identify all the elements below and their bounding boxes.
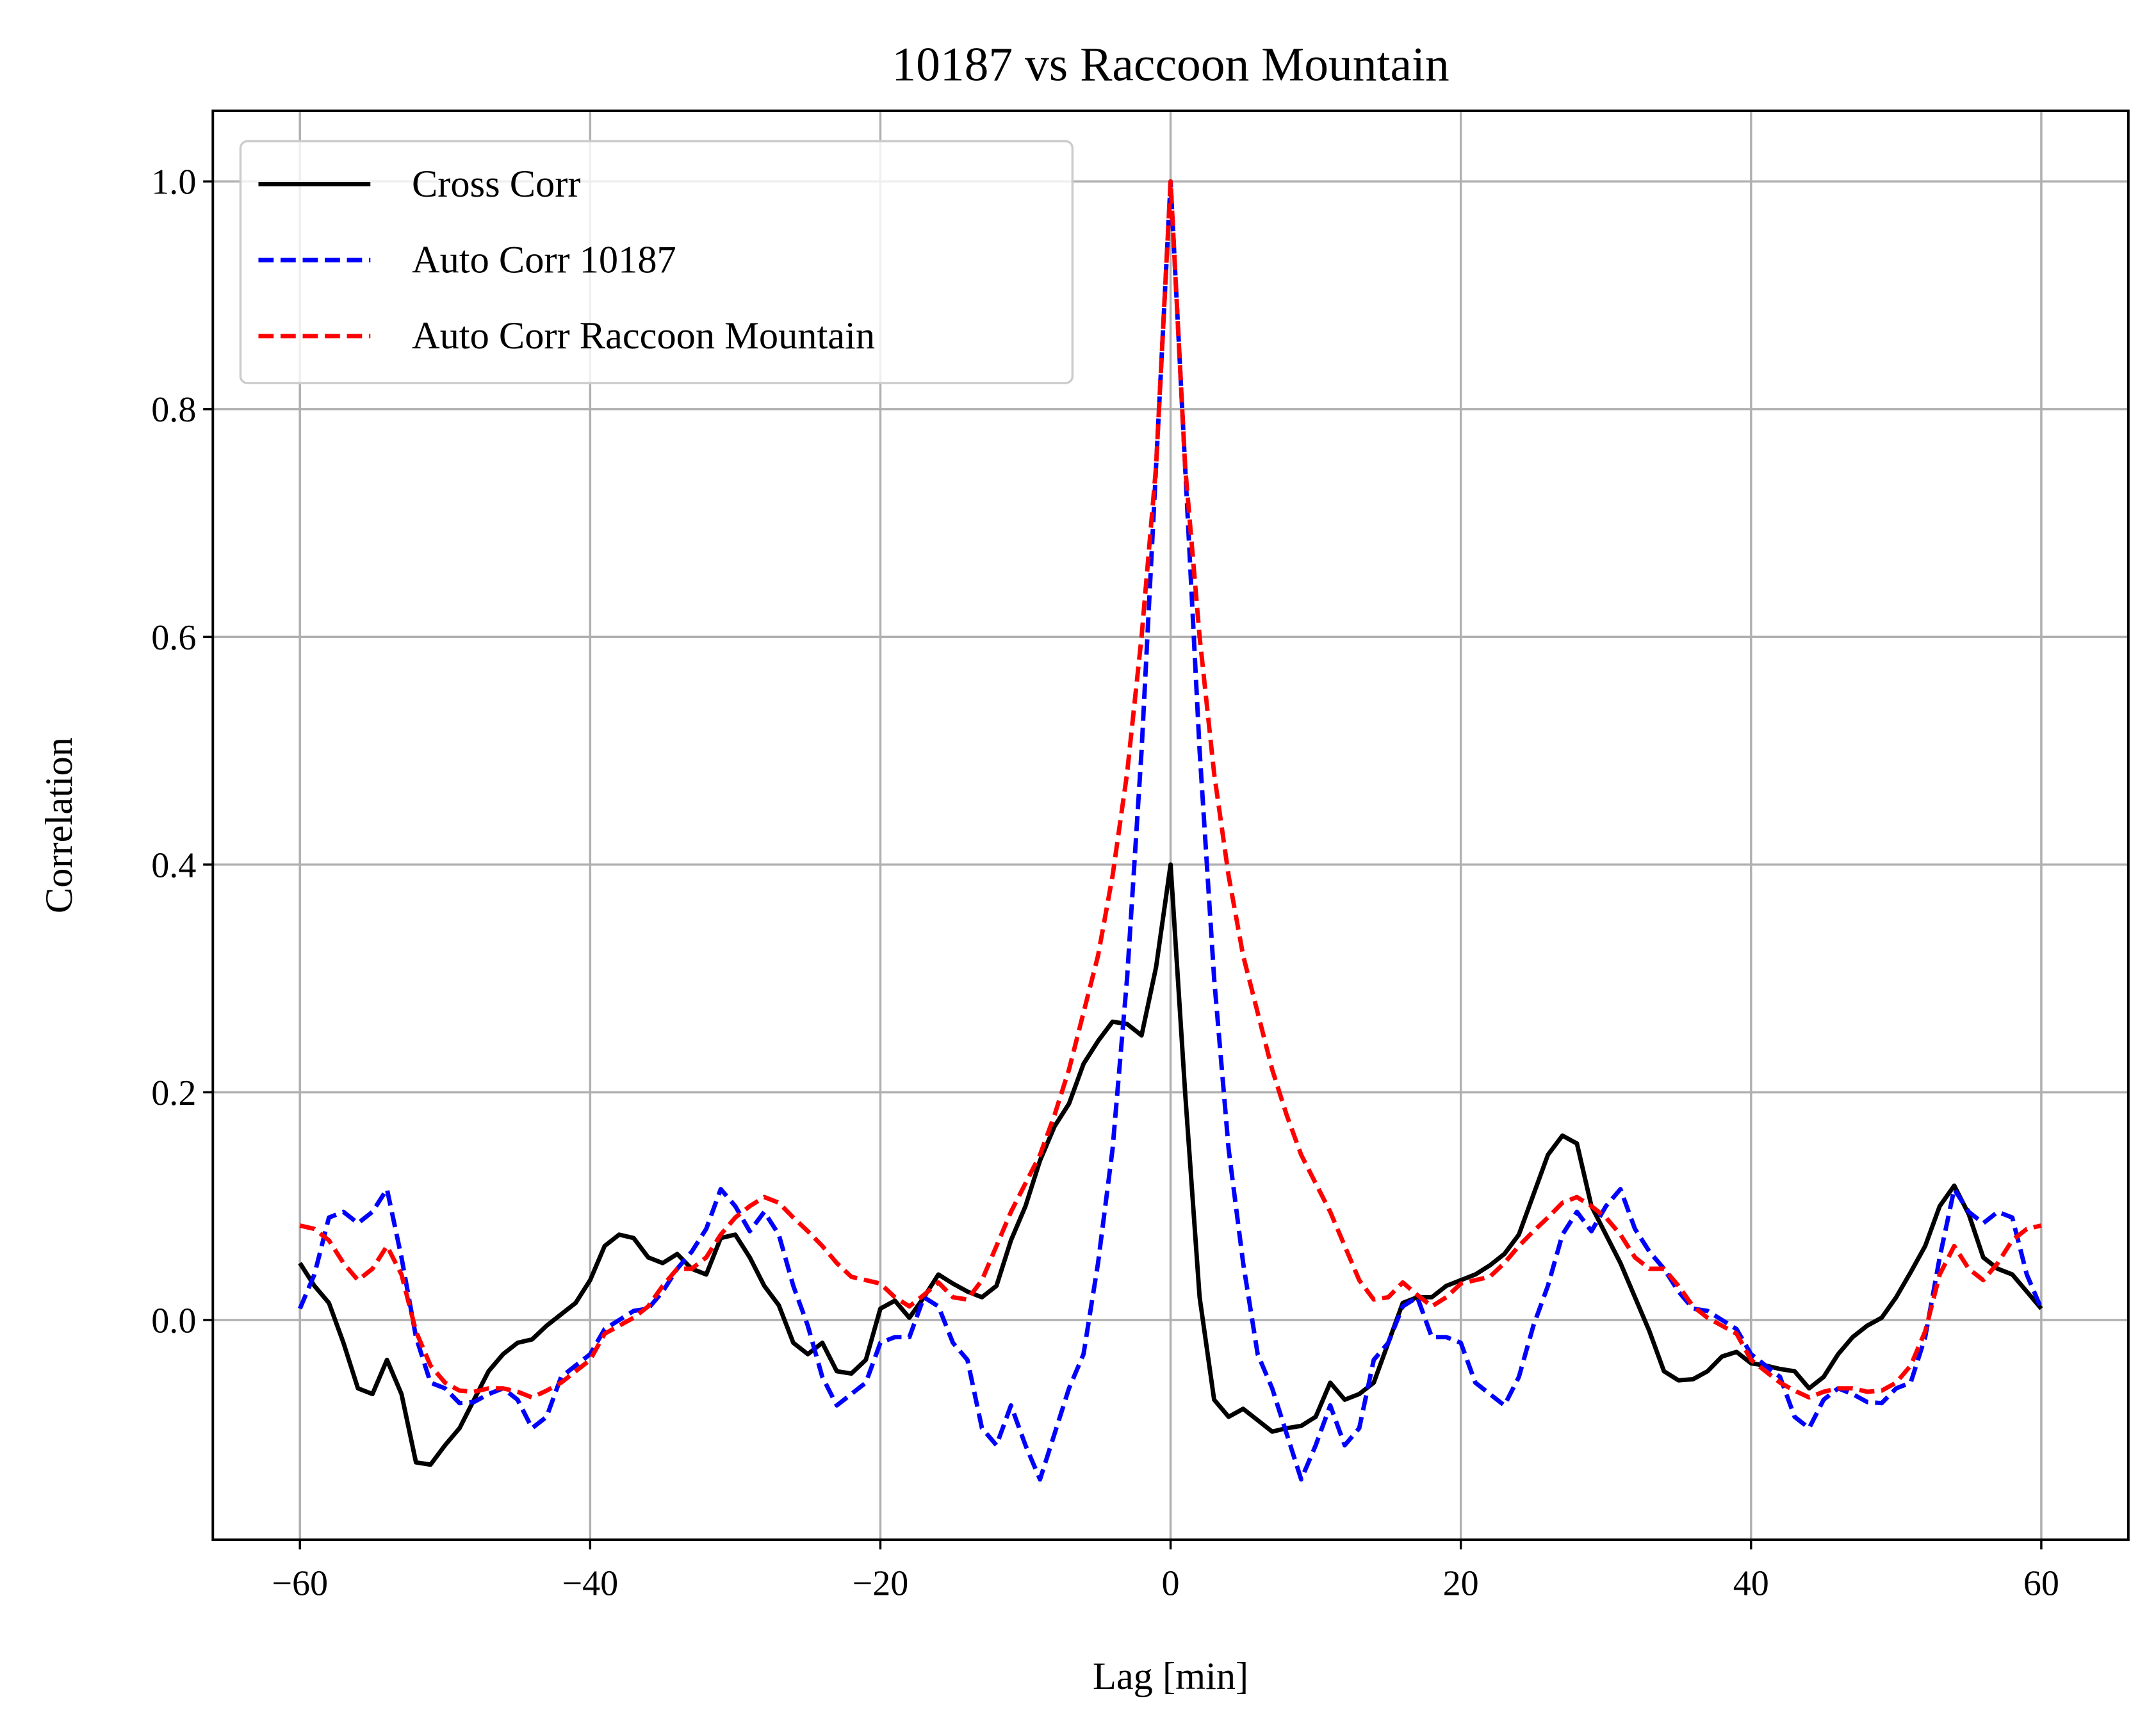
series-line [299,179,2042,1400]
y-tick-label: 0.8 [151,390,196,430]
x-tick-label: −20 [853,1563,909,1603]
legend-label: Cross Corr [412,163,580,206]
x-tick-label: 40 [1733,1563,1769,1603]
legend-label: Auto Corr Raccoon Mountain [412,314,875,357]
plot-frame [211,110,2130,1542]
y-tick-label: 0.0 [151,1301,196,1341]
series-line [298,862,2043,1467]
y-tick-label: 0.6 [151,618,196,658]
chart-title: 10187 vs Raccoon Mountain [892,38,1449,92]
x-axis-label: Lag [min] [1093,1655,1248,1698]
legend-box [239,140,1074,384]
y-tick-label: 1.0 [151,163,196,202]
x-tick-label: 0 [1162,1563,1180,1603]
legend-label: Auto Corr 10187 [412,239,676,282]
x-tick-label: 60 [2023,1563,2059,1603]
x-tick-label: −40 [562,1563,618,1603]
x-tick-label: 20 [1443,1563,1479,1603]
y-tick-label: 0.4 [151,845,196,885]
y-tick-label: 0.2 [151,1073,196,1113]
y-axis-label: Correlation [38,737,81,913]
x-tick-label: −60 [272,1563,328,1603]
